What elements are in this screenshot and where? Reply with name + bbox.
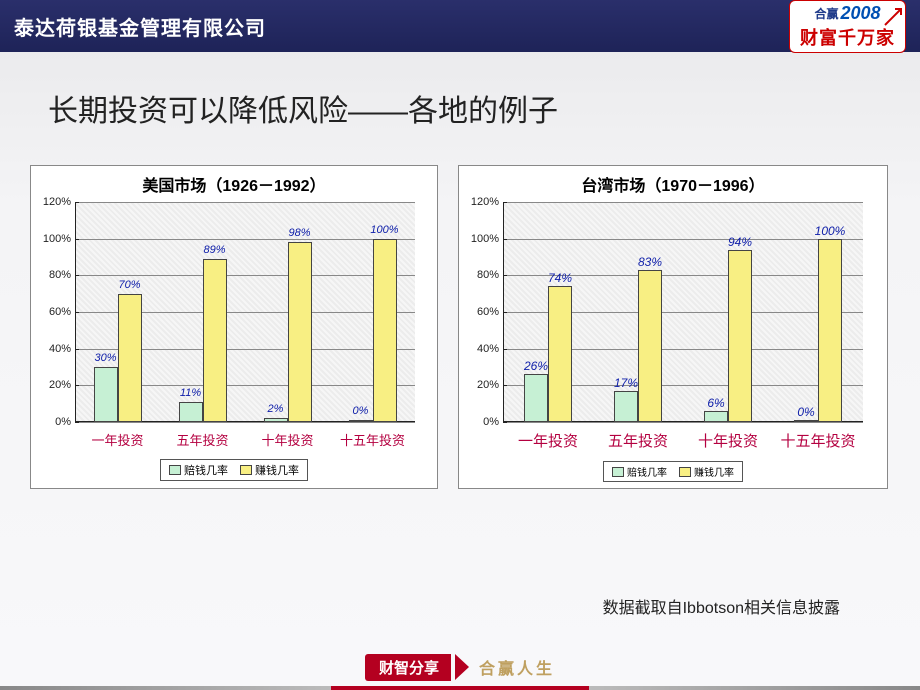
bar-value-label: 83% (638, 255, 662, 269)
x-category-label: 五年投资 (593, 430, 683, 451)
chart-plot-area: 0%20%40%60%80%100%120%26%74%17%83%6%94%0… (503, 202, 863, 422)
bar: 11% (179, 402, 203, 422)
bar-value-label: 6% (707, 396, 724, 410)
y-tick-label: 80% (49, 269, 71, 281)
bar: 70% (118, 294, 142, 422)
legend-label: 赔钱几率 (184, 462, 228, 478)
y-tick-label: 40% (49, 343, 71, 355)
y-tick-label: 100% (471, 233, 499, 245)
y-tick-label: 20% (477, 379, 499, 391)
y-tick-label: 40% (477, 343, 499, 355)
y-tick-label: 60% (477, 306, 499, 318)
bar-group: 2%98% (245, 202, 330, 422)
y-tick-label: 120% (43, 196, 71, 208)
chart-legend: 赔钱几率 赚钱几率 (603, 461, 743, 482)
chart-title: 美国市场（1926－1992） (35, 172, 433, 196)
y-tick-label: 100% (43, 233, 71, 245)
bar-value-label: 26% (524, 359, 548, 373)
bar-value-label: 74% (548, 271, 572, 285)
chart-plot-area: 0%20%40%60%80%100%120%30%70%11%89%2%98%0… (75, 202, 415, 422)
logo-arrow-icon (883, 3, 909, 29)
legend-label: 赔钱几率 (627, 464, 667, 479)
footer-chevron-icon (455, 654, 469, 680)
logo-house-icon: 合赢 (814, 5, 838, 22)
bar-value-label: 100% (370, 224, 398, 236)
bar-value-label: 100% (815, 224, 846, 238)
bar: 89% (203, 259, 227, 422)
chart-box: 台湾市场（1970－1996） 0% 20% 40% 60% 80% 100% 120% 26%… (458, 165, 888, 489)
legend-swatch-icon (240, 465, 252, 475)
x-category-label: 十年投资 (683, 430, 773, 451)
source-note: 数据截取自Ibbotson相关信息披露 (603, 594, 840, 618)
y-tick-label: 0% (483, 416, 499, 428)
bar: 2% (264, 418, 288, 422)
bar-group: 26%74% (503, 202, 593, 422)
footer-right-label: 合赢人生 (479, 655, 555, 679)
logo-badge: 合赢 2008 财富千万家 (789, 0, 906, 53)
x-category-label: 十五年投资 (330, 430, 415, 449)
bar-value-label: 30% (94, 352, 116, 364)
x-category-label: 十五年投资 (773, 430, 863, 451)
legend-item: 赔钱几率 (612, 464, 667, 479)
x-category-label: 五年投资 (160, 430, 245, 449)
charts-row: 美国市场（1926－1992） 0% 20% 40% 60% 80% 100% 120% 30%… (30, 165, 920, 489)
bar-group: 17%83% (593, 202, 683, 422)
company-name: 泰达荷银基金管理有限公司 (14, 12, 266, 41)
bar-value-label: 11% (180, 387, 201, 399)
bar-value-label: 94% (728, 235, 752, 249)
bar-value-label: 98% (288, 227, 310, 239)
chart-title: 台湾市场（1970－1996） (463, 172, 883, 196)
y-tick-label: 120% (471, 196, 499, 208)
footer: 财智分享 合赢人生 (0, 650, 920, 690)
footer-left-label: 财智分享 (365, 654, 451, 681)
bar-value-label: 0% (353, 405, 369, 417)
y-tick-label: 0% (55, 416, 71, 428)
bar: 30% (94, 367, 118, 422)
legend-label: 赚钱几率 (694, 464, 734, 479)
chart-box: 美国市场（1926－1992） 0% 20% 40% 60% 80% 100% 120% 30%… (30, 165, 438, 489)
slide-title: 长期投资可以降低风险——各地的例子 (48, 86, 920, 130)
legend-swatch-icon (612, 467, 624, 477)
logo-year: 2008 (840, 3, 880, 24)
header-bar: 泰达荷银基金管理有限公司 合赢 2008 财富千万家 (0, 0, 920, 52)
legend-item: 赚钱几率 (679, 464, 734, 479)
legend-item: 赔钱几率 (169, 462, 228, 478)
bar-value-label: 2% (268, 403, 284, 415)
bar-group: 11%89% (160, 202, 245, 422)
bar-group: 30%70% (75, 202, 160, 422)
bar-value-label: 0% (797, 405, 814, 419)
x-category-label: 十年投资 (245, 430, 330, 449)
bar: 94% (728, 250, 752, 422)
legend-swatch-icon (679, 467, 691, 477)
bar: 98% (288, 242, 312, 422)
y-tick-label: 60% (49, 306, 71, 318)
bar: 0% (794, 420, 818, 422)
x-category-label: 一年投资 (503, 430, 593, 451)
bar-group: 6%94% (683, 202, 773, 422)
logo-tagline: 财富千万家 (800, 24, 895, 50)
y-tick-label: 20% (49, 379, 71, 391)
chart-legend: 赔钱几率 赚钱几率 (160, 459, 308, 481)
legend-swatch-icon (169, 465, 181, 475)
bar: 100% (373, 239, 397, 422)
legend-label: 赚钱几率 (255, 462, 299, 478)
bar: 26% (524, 374, 548, 422)
bar-group: 0%100% (330, 202, 415, 422)
x-category-label: 一年投资 (75, 430, 160, 449)
y-tick-label: 80% (477, 269, 499, 281)
bar: 6% (704, 411, 728, 422)
bar-value-label: 70% (118, 279, 140, 291)
bar: 83% (638, 270, 662, 422)
bar: 0% (349, 420, 373, 422)
bar-group: 0%100% (773, 202, 863, 422)
legend-item: 赚钱几率 (240, 462, 299, 478)
bar-value-label: 89% (203, 244, 225, 256)
bar: 17% (614, 391, 638, 422)
bar-value-label: 17% (614, 376, 638, 390)
bar: 100% (818, 239, 842, 422)
bar: 74% (548, 286, 572, 422)
